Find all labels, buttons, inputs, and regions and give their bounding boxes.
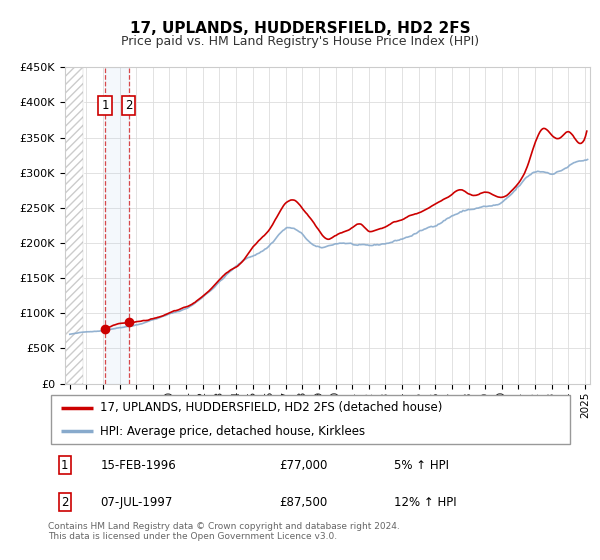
Text: 2: 2 bbox=[61, 496, 68, 509]
Text: 1: 1 bbox=[61, 459, 68, 472]
Text: 17, UPLANDS, HUDDERSFIELD, HD2 2FS (detached house): 17, UPLANDS, HUDDERSFIELD, HD2 2FS (deta… bbox=[101, 401, 443, 414]
Bar bbox=[105, 67, 128, 384]
Text: 07-JUL-1997: 07-JUL-1997 bbox=[101, 496, 173, 509]
Bar bbox=[65, 67, 83, 384]
FancyBboxPatch shape bbox=[50, 395, 571, 444]
Text: £87,500: £87,500 bbox=[279, 496, 327, 509]
Text: 12% ↑ HPI: 12% ↑ HPI bbox=[395, 496, 457, 509]
Text: 15-FEB-1996: 15-FEB-1996 bbox=[101, 459, 176, 472]
Bar bbox=[65, 67, 83, 384]
Text: 5% ↑ HPI: 5% ↑ HPI bbox=[395, 459, 449, 472]
Text: 2: 2 bbox=[125, 99, 133, 113]
Text: £77,000: £77,000 bbox=[279, 459, 328, 472]
Text: 1: 1 bbox=[101, 99, 109, 113]
Text: HPI: Average price, detached house, Kirklees: HPI: Average price, detached house, Kirk… bbox=[101, 425, 365, 438]
Text: Contains HM Land Registry data © Crown copyright and database right 2024.
This d: Contains HM Land Registry data © Crown c… bbox=[48, 522, 400, 542]
Text: 17, UPLANDS, HUDDERSFIELD, HD2 2FS: 17, UPLANDS, HUDDERSFIELD, HD2 2FS bbox=[130, 21, 470, 36]
Text: Price paid vs. HM Land Registry's House Price Index (HPI): Price paid vs. HM Land Registry's House … bbox=[121, 35, 479, 48]
